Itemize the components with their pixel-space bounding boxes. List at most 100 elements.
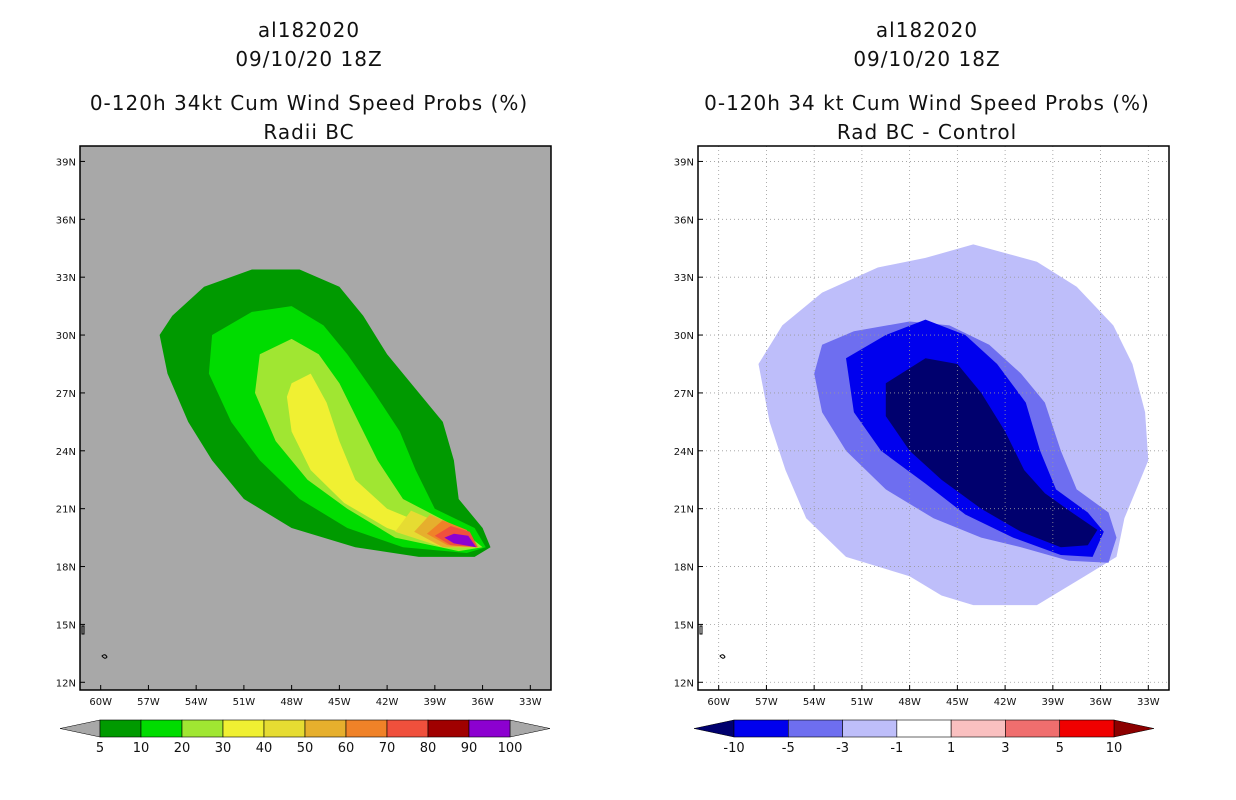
legend-label: 60 — [338, 741, 355, 756]
x-tick-label: 36W — [471, 697, 494, 708]
y-tick-label: 24N — [674, 447, 694, 458]
legend-label: 30 — [215, 741, 232, 756]
legend-label: 50 — [297, 741, 314, 756]
plot-frame — [697, 145, 1170, 691]
plot-frame — [79, 145, 552, 691]
legend-swatch — [896, 719, 952, 738]
legend-label: 10 — [1106, 741, 1123, 756]
y-tick-label: 18N — [56, 563, 76, 574]
datetime: 09/10/20 18Z — [853, 47, 1001, 71]
y-tick-label: 18N — [674, 563, 694, 574]
color-legend: 5 10 20 30 40 50 60 70 80 90 100 — [59, 719, 551, 756]
y-tick-label: 27N — [674, 389, 694, 400]
legend-label: 40 — [256, 741, 273, 756]
difference-map: 60W 57W 54W 51W 48W 45W 42W 39W 36W 33W 12N 15N 18N 2… — [674, 145, 1170, 708]
y-tick-label: 39N — [674, 157, 694, 168]
legend-swatch — [181, 719, 224, 738]
chart-title: 0-120h 34kt Cum Wind Speed Probs (%) — [89, 91, 529, 115]
y-tick-label: 12N — [56, 678, 76, 689]
legend-label: 5 — [1056, 741, 1064, 756]
x-tick-label: 60W — [89, 697, 112, 708]
legend-swatch — [304, 719, 347, 738]
legend-label: 90 — [461, 741, 478, 756]
y-tick-label: 30N — [56, 331, 76, 342]
legend-under-arrow — [59, 719, 101, 738]
x-tick-label: 57W — [137, 697, 160, 708]
legend-label: 20 — [174, 741, 191, 756]
chart-title: 0-120h 34 kt Cum Wind Speed Probs (%) — [704, 91, 1150, 115]
x-tick-label: 51W — [233, 697, 256, 708]
y-tick-label: 15N — [56, 620, 76, 631]
contour-level-neg10 — [885, 358, 1098, 548]
x-tick-label: 45W — [946, 697, 969, 708]
x-tick-label: 48W — [280, 697, 303, 708]
color-legend: -10 -5 -3 -1 1 3 5 10 — [693, 719, 1155, 756]
y-tick-label: 27N — [56, 389, 76, 400]
legend-swatch — [345, 719, 388, 738]
storm-id: al182020 — [875, 18, 979, 42]
x-tick-label: 48W — [898, 697, 921, 708]
x-tick-label: 54W — [803, 697, 826, 708]
legend-swatch — [468, 719, 511, 738]
legend-label: 70 — [379, 741, 396, 756]
legend-label: -10 — [723, 741, 744, 756]
x-tick-label: 60W — [707, 697, 730, 708]
legend-swatch — [787, 719, 843, 738]
legend-swatch — [842, 719, 898, 738]
legend-over-arrow — [509, 719, 551, 738]
legend-swatch — [1005, 719, 1061, 738]
legend-label: -1 — [890, 741, 903, 756]
y-tick-label: 36N — [674, 215, 694, 226]
island-outline — [81, 625, 108, 659]
y-tick-label: 12N — [674, 678, 694, 689]
x-tick-label: 36W — [1089, 697, 1112, 708]
storm-id: al182020 — [257, 18, 361, 42]
y-tick-label: 24N — [56, 447, 76, 458]
x-tick-label: 33W — [1137, 697, 1160, 708]
y-tick-label: 21N — [674, 505, 694, 516]
right-panel: al182020 09/10/20 18Z 0-120h 34 kt Cum W… — [618, 0, 1236, 800]
legend-label: 100 — [498, 741, 523, 756]
chart-subtitle: Rad BC - Control — [836, 120, 1018, 144]
legend-swatch — [140, 719, 183, 738]
legend-swatch — [222, 719, 265, 738]
legend-label: 3 — [1001, 741, 1009, 756]
y-tick-label: 36N — [56, 215, 76, 226]
legend-swatch — [950, 719, 1006, 738]
probability-map: 60W 57W 54W 51W 48W 45W 42W 39W 36W 33W 12N 15N 18N 2… — [56, 145, 552, 708]
legend-swatch — [99, 719, 142, 738]
left-panel: al182020 09/10/20 18Z 0-120h 34kt Cum Wi… — [56, 18, 552, 756]
island-outline — [699, 625, 726, 659]
y-tick-label: 21N — [56, 505, 76, 516]
contour-level-30 — [286, 373, 478, 548]
legend-label: 80 — [420, 741, 437, 756]
legend-swatch — [386, 719, 429, 738]
x-tick-label: 33W — [519, 697, 542, 708]
x-tick-label: 39W — [424, 697, 447, 708]
x-tick-label: 45W — [328, 697, 351, 708]
y-tick-label: 15N — [674, 620, 694, 631]
legend-swatch — [263, 719, 306, 738]
contour-level-90 — [444, 533, 477, 548]
datetime: 09/10/20 18Z — [235, 47, 383, 71]
chart-subtitle: Radii BC — [263, 120, 355, 144]
legend-label: -3 — [836, 741, 849, 756]
y-tick-label: 39N — [56, 157, 76, 168]
legend-under-arrow — [693, 719, 735, 738]
x-tick-label: 39W — [1042, 697, 1065, 708]
y-tick-label: 33N — [56, 273, 76, 284]
legend-label: 1 — [947, 741, 955, 756]
legend-over-arrow — [1113, 719, 1155, 738]
legend-swatch — [427, 719, 470, 738]
x-tick-label: 57W — [755, 697, 778, 708]
legend-swatch — [1059, 719, 1115, 738]
x-tick-label: 42W — [994, 697, 1017, 708]
x-tick-label: 54W — [185, 697, 208, 708]
x-tick-label: 42W — [376, 697, 399, 708]
y-tick-label: 30N — [674, 331, 694, 342]
legend-swatch — [733, 719, 789, 738]
x-tick-label: 51W — [851, 697, 874, 708]
legend-label: -5 — [782, 741, 795, 756]
legend-label: 5 — [96, 741, 104, 756]
y-tick-label: 33N — [674, 273, 694, 284]
